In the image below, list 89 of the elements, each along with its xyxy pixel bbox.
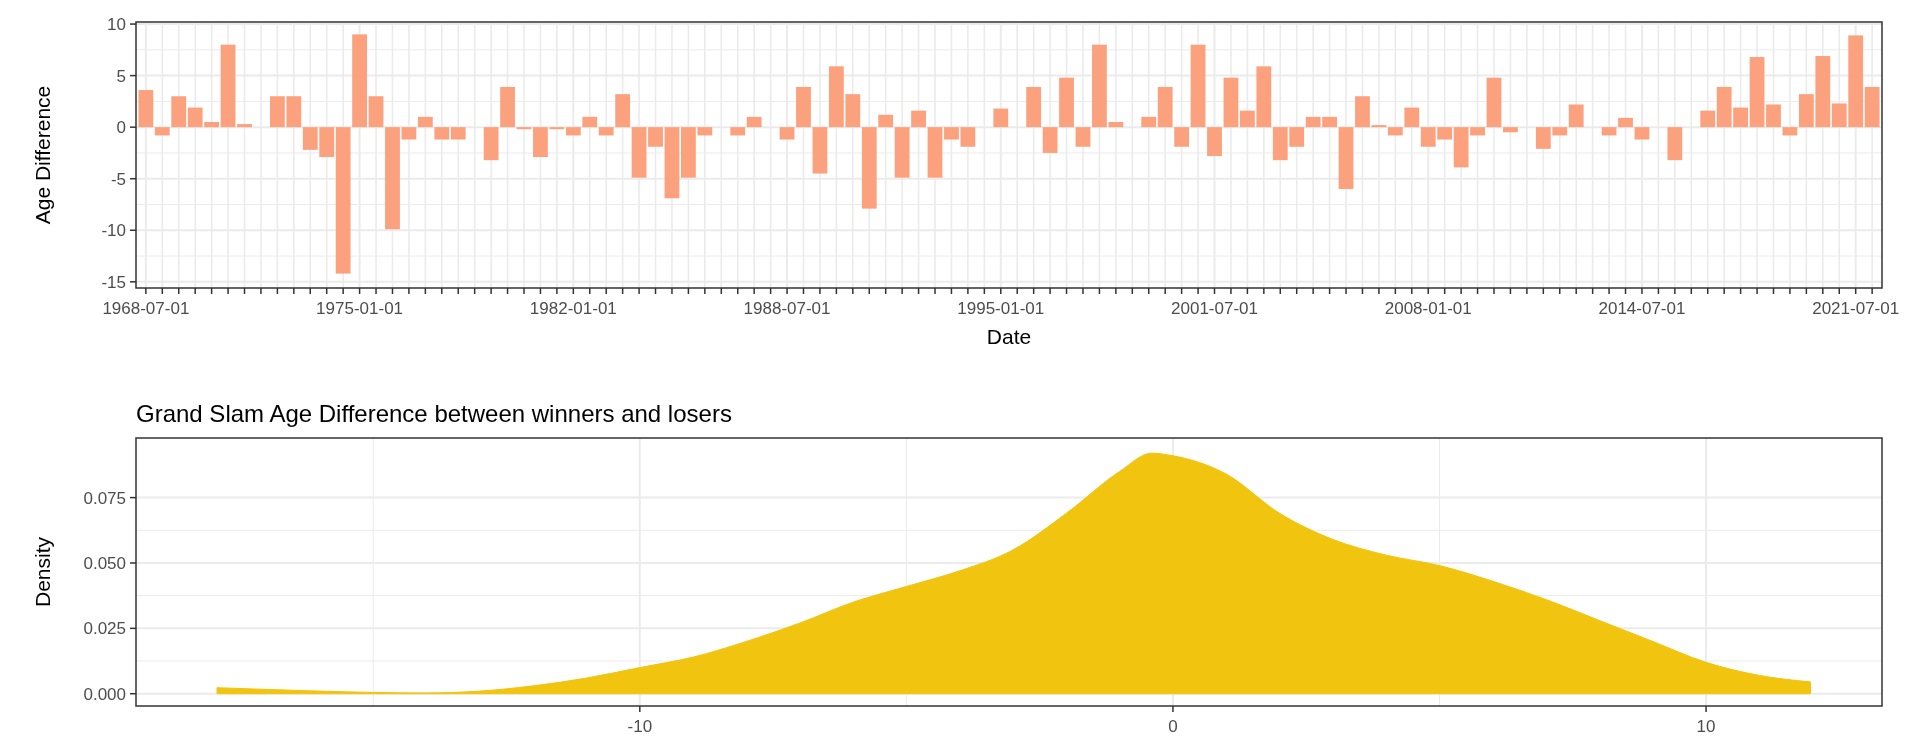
- bar: [861, 127, 877, 209]
- x-tick-label: 2008-01-01: [1384, 299, 1472, 318]
- bar: [1075, 127, 1091, 147]
- bar: [796, 86, 811, 128]
- bar: [1618, 117, 1633, 128]
- bar: [1749, 57, 1765, 128]
- bar: [434, 127, 450, 140]
- bar: [894, 127, 910, 178]
- bar: [779, 127, 795, 140]
- x-tick-label: -10: [627, 717, 653, 736]
- y-tick-label: 0.050: [83, 553, 126, 573]
- bar: [401, 127, 417, 140]
- bar: [878, 114, 894, 128]
- bar: [927, 127, 943, 178]
- bar: [1207, 127, 1222, 157]
- x-tick-label: 1982-01-01: [529, 299, 617, 318]
- bar: [730, 127, 746, 136]
- y-axis-title: Density: [31, 536, 54, 608]
- bar: [565, 127, 581, 136]
- x-tick-label: 10: [1696, 717, 1716, 736]
- bar: [335, 127, 351, 274]
- y-tick-label: 0.075: [83, 488, 126, 508]
- bar: [993, 108, 1009, 128]
- bar: [598, 127, 614, 136]
- x-tick-label: 1975-01-01: [316, 299, 404, 318]
- y-tick-label: -10: [101, 221, 126, 241]
- y-tick-label: -5: [110, 169, 126, 189]
- bar: [1700, 110, 1716, 128]
- bar: [368, 96, 384, 128]
- bar: [746, 116, 762, 128]
- x-axis-title: Date: [986, 325, 1032, 348]
- y-axis-title: Age Difference: [31, 85, 54, 225]
- bar: [1338, 127, 1354, 190]
- bar: [648, 127, 663, 147]
- y-tick-label: 0.025: [83, 619, 126, 639]
- bar: [944, 127, 959, 140]
- x-tick-label: 1988-07-01: [743, 299, 831, 318]
- x-tick-label: 1968-07-01: [102, 299, 190, 318]
- bar: [1355, 96, 1370, 128]
- bar: [385, 127, 400, 230]
- bar: [1601, 127, 1617, 136]
- y-tick-label: 10: [107, 15, 126, 35]
- bar: [1568, 104, 1584, 128]
- bar: [1042, 127, 1058, 153]
- bar: [1059, 77, 1074, 128]
- bar: [516, 127, 532, 130]
- y-tick-label: 5: [116, 66, 126, 86]
- bar: [1766, 104, 1781, 128]
- bar: [1486, 77, 1502, 128]
- bar: [1667, 127, 1683, 161]
- bar: [1503, 127, 1518, 133]
- bar: [1174, 127, 1190, 147]
- y-tick-label: 0.000: [83, 684, 126, 704]
- x-tick-label: 2001-07-01: [1171, 299, 1258, 318]
- y-tick-label: -15: [101, 272, 126, 292]
- bar: [1157, 86, 1173, 128]
- x-tick-label: 0: [1168, 717, 1178, 736]
- bar: [1190, 44, 1206, 128]
- bar: [417, 116, 433, 128]
- bar: [1782, 127, 1798, 136]
- bar: [450, 127, 466, 140]
- x-tick-label: 2014-07-01: [1598, 299, 1686, 318]
- y-tick-label: 0: [116, 118, 126, 138]
- bar: [1371, 125, 1387, 128]
- x-tick-label: 1995-01-01: [957, 299, 1045, 318]
- bar: [911, 110, 926, 128]
- bar: [1634, 127, 1650, 140]
- bar: [154, 127, 170, 136]
- bar: [1404, 107, 1420, 128]
- bar: [237, 124, 252, 128]
- bar: [631, 127, 647, 178]
- bar: [483, 127, 499, 161]
- bar: [171, 96, 187, 128]
- bar: [352, 34, 367, 128]
- bar: [1223, 77, 1239, 128]
- bar: [1026, 86, 1042, 128]
- bar: [1141, 116, 1157, 128]
- bar: [582, 116, 598, 128]
- bar: [664, 127, 680, 199]
- bar: [1387, 127, 1403, 136]
- bar: [615, 94, 631, 128]
- bar: [1864, 86, 1880, 128]
- bar: [500, 86, 515, 128]
- chart-title: Grand Slam Age Difference between winners and losers: [136, 400, 732, 427]
- bar: [138, 90, 154, 128]
- x-tick-label: 2021-07-01: [1812, 299, 1900, 318]
- bar: [960, 127, 976, 147]
- bar: [812, 127, 828, 174]
- bar: [220, 44, 236, 128]
